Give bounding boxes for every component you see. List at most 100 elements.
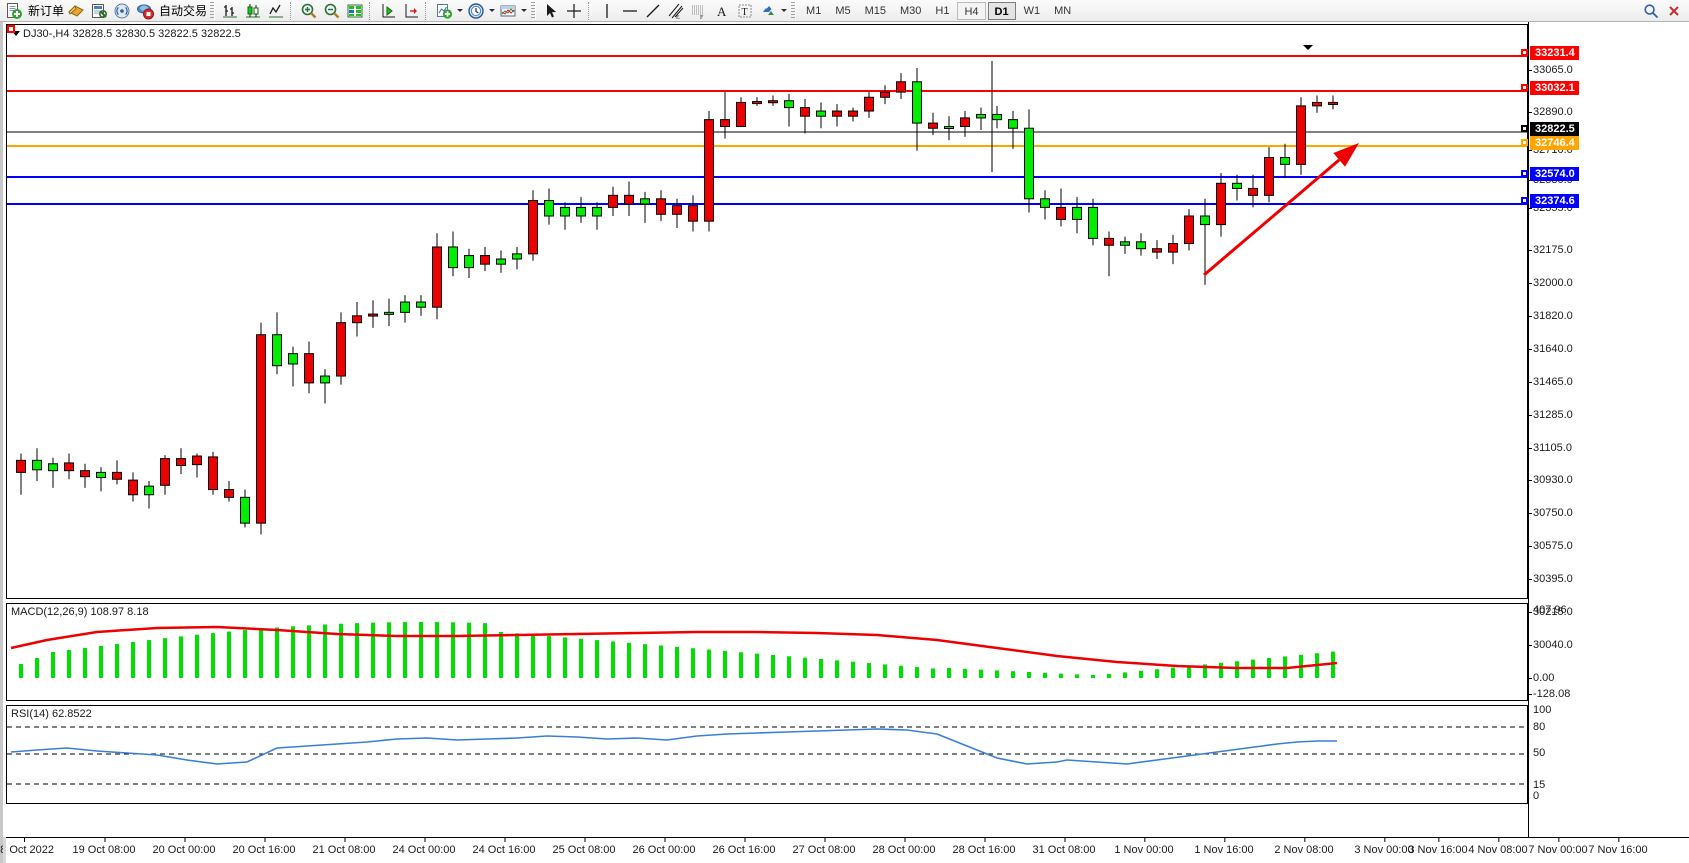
- macd-histogram-bar: [67, 649, 71, 678]
- price-tag-handle[interactable]: [1521, 49, 1528, 56]
- time-tick-label: 21 Oct 08:00: [312, 837, 376, 856]
- bullish-trend-arrow[interactable]: [1203, 143, 1359, 277]
- candlestick: [16, 453, 26, 495]
- price-tag-handle[interactable]: [1521, 170, 1528, 177]
- price-tag-handle[interactable]: [1521, 139, 1528, 146]
- candlestick: [912, 68, 922, 151]
- candlestick: [1072, 197, 1082, 234]
- cursor-button[interactable]: [540, 1, 561, 21]
- price-tag-handle[interactable]: [1521, 125, 1528, 132]
- arrows-dropdown-arrow[interactable]: [779, 1, 788, 21]
- signals-button[interactable]: [111, 1, 132, 21]
- templates-button[interactable]: [497, 1, 518, 21]
- macd-histogram-bar: [835, 660, 839, 678]
- indicators-dropdown-arrow[interactable]: [455, 1, 464, 21]
- price-tag-handle[interactable]: [1521, 197, 1528, 204]
- chart-window[interactable]: DJ30-,H4 32828.5 32830.5 32822.5 32822.5…: [0, 22, 1689, 863]
- timeframe-mn[interactable]: MN: [1054, 4, 1072, 17]
- text-label-button[interactable]: T: [734, 1, 755, 21]
- macd-histogram-bar: [1219, 662, 1223, 678]
- timeframe-m15[interactable]: M15: [864, 4, 886, 17]
- auto-trading-button[interactable]: [134, 1, 155, 21]
- candlestick-chart-button[interactable]: [242, 1, 263, 21]
- macd-histogram-bar: [771, 654, 775, 678]
- time-tick-label: 31 Oct 08:00: [1032, 837, 1096, 856]
- macd-histogram-bar: [419, 622, 423, 678]
- candlestick: [1296, 97, 1306, 175]
- new-order-button[interactable]: [3, 1, 24, 21]
- zoom-in-button[interactable]: [298, 1, 319, 21]
- fibonacci-button[interactable]: F: [688, 1, 709, 21]
- price-tag-handle[interactable]: [1521, 84, 1528, 91]
- vertical-line-button[interactable]: [596, 1, 617, 21]
- arrows-button[interactable]: [757, 1, 778, 21]
- timeframe-w1[interactable]: W1: [1023, 4, 1041, 17]
- chart-menu-caret-icon[interactable]: [12, 31, 20, 36]
- macd-histogram-bar: [307, 625, 311, 678]
- horizontal-line-button[interactable]: [619, 1, 640, 21]
- timeframe-h4[interactable]: H4: [957, 1, 986, 20]
- toolbar-grip-2[interactable]: [531, 1, 537, 20]
- bar-chart-button[interactable]: [219, 1, 240, 21]
- toolbar-separator-2: [369, 1, 374, 20]
- auto-scroll-button[interactable]: [377, 1, 398, 21]
- macd-histogram-bar: [723, 650, 727, 678]
- price-tick-label: 30215.0: [1528, 606, 1573, 618]
- timeframe-h1[interactable]: H1: [935, 4, 950, 17]
- autoscroll-caret-icon[interactable]: [1303, 45, 1313, 50]
- crosshair-button[interactable]: [563, 1, 584, 21]
- channel-icon: E: [668, 3, 683, 20]
- text-button[interactable]: A: [711, 1, 732, 21]
- price-tag[interactable]: 33231.4: [1521, 46, 1579, 60]
- market-watch-button[interactable]: [88, 1, 109, 21]
- macd-histogram-bar: [1203, 664, 1207, 678]
- candlestick: [192, 453, 202, 478]
- price-tag[interactable]: 32574.0: [1521, 167, 1579, 181]
- timeframe-m5[interactable]: M5: [835, 4, 851, 17]
- trendline-button[interactable]: [642, 1, 663, 21]
- candlestick: [1184, 209, 1194, 251]
- chart-object-handle[interactable]: [7, 25, 15, 33]
- candlestick: [336, 312, 346, 385]
- price-tag[interactable]: 32822.5: [1521, 122, 1579, 136]
- price-scale[interactable]: 33065.032890.032710.032530.032355.032175…: [1521, 22, 1689, 837]
- periods-button[interactable]: [465, 1, 486, 21]
- macd-histogram-bar: [291, 626, 295, 678]
- plot-area[interactable]: DJ30-,H4 32828.5 32830.5 32822.5 32822.5…: [6, 22, 1528, 837]
- line-chart-button[interactable]: [265, 1, 286, 21]
- macd-histogram-bar: [51, 652, 55, 678]
- toolbar-grip-1[interactable]: [210, 1, 216, 20]
- price-tag[interactable]: 33032.1: [1521, 81, 1579, 95]
- time-tick-label: 3 Nov 00:00: [1354, 837, 1414, 856]
- price-tag[interactable]: 32746.4: [1521, 136, 1579, 150]
- expert-advisors-button[interactable]: [65, 1, 86, 21]
- macd-histogram-bar: [1171, 667, 1175, 678]
- timeframe-d1[interactable]: D1: [987, 1, 1016, 20]
- periods-dropdown-arrow[interactable]: [487, 1, 496, 21]
- price-tag[interactable]: 32374.6: [1521, 194, 1579, 208]
- zoom-out-button[interactable]: [321, 1, 342, 21]
- toolbar-grip-3[interactable]: [791, 1, 797, 20]
- chart-shift-button[interactable]: [400, 1, 421, 21]
- indicators-button[interactable]: [433, 1, 454, 21]
- price-panel[interactable]: DJ30-,H4 32828.5 32830.5 32822.5 32822.5: [6, 24, 1528, 599]
- candlestick: [1216, 172, 1226, 237]
- candlestick: [720, 92, 730, 139]
- candlestick: [880, 85, 890, 105]
- equidistant-channel-button[interactable]: E: [665, 1, 686, 21]
- timeframe-m1[interactable]: M1: [806, 4, 822, 17]
- macd-panel[interactable]: MACD(12,26,9) 108.97 8.18: [6, 603, 1528, 701]
- close-button[interactable]: [1663, 1, 1684, 21]
- time-scale[interactable]: 18 Oct 2022 19 Oct 08:00 20 Oct 00:00 20 Oc…: [0, 837, 1689, 863]
- candlestick: [272, 312, 282, 375]
- macd-histogram-bar: [275, 627, 279, 678]
- time-tick-label: 1 Nov 16:00: [1194, 837, 1254, 856]
- macd-histogram-bar: [323, 624, 327, 678]
- macd-histogram-bar: [227, 631, 231, 678]
- templates-dropdown-arrow[interactable]: [519, 1, 528, 21]
- rsi-panel[interactable]: RSI(14) 62.8522: [6, 705, 1528, 804]
- data-window-button[interactable]: [344, 1, 365, 21]
- timeframe-m30[interactable]: M30: [900, 4, 922, 17]
- search-button[interactable]: [1640, 1, 1661, 21]
- candlestick: [352, 302, 362, 337]
